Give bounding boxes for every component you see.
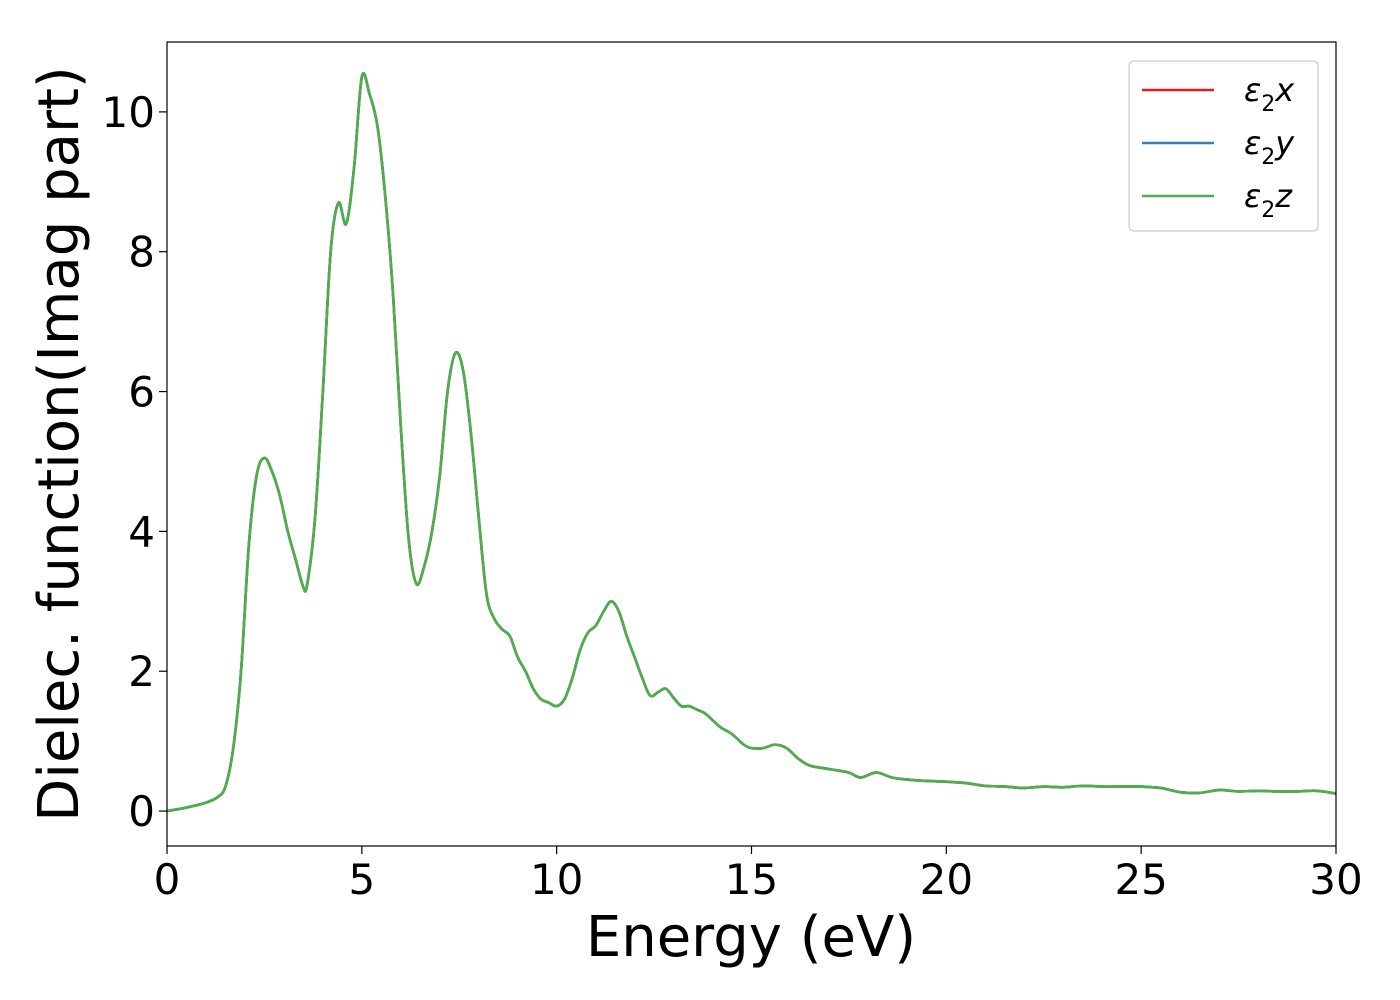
legend-label-suffix: x [1274,71,1295,109]
y-axis-ticks: 0 2 4 6 8 10 [102,88,167,836]
legend-label-base: ε [1244,177,1261,215]
legend-label-z: ε2z [1244,177,1293,223]
x-tick-label: 15 [725,855,778,904]
legend-label-suffix: y [1274,124,1295,162]
legend-label-suffix: z [1274,177,1293,215]
x-tick-label: 5 [348,855,375,904]
x-tick-label: 10 [530,855,583,904]
x-tick-label: 25 [1114,855,1167,904]
x-axis-title: Energy (eV) [586,905,916,970]
y-tick-label: 10 [102,88,155,137]
legend-label-subscript: 2 [1261,145,1275,170]
legend-label-subscript: 2 [1261,198,1275,223]
legend-label-base: ε [1244,124,1261,162]
y-axis-title: Dielec. function(Imag part) [27,66,92,822]
y-tick-label: 8 [128,228,155,277]
y-tick-label: 6 [128,368,155,417]
x-tick-label: 20 [920,855,973,904]
legend-label-subscript: 2 [1261,92,1275,117]
legend-label-y: ε2y [1244,124,1295,170]
x-tick-label: 0 [154,855,181,904]
y-tick-label: 0 [128,787,155,836]
legend-label-base: ε [1244,71,1261,109]
legend-box [1128,60,1319,232]
y-tick-label: 4 [128,507,155,556]
x-tick-label: 30 [1309,855,1362,904]
series-line-z [167,72,1336,813]
x-axis-ticks: 0 5 10 15 20 25 30 [154,846,1363,904]
legend-label-x: ε2x [1244,71,1295,117]
series-layer [167,72,1336,813]
y-tick-label: 2 [128,647,155,696]
